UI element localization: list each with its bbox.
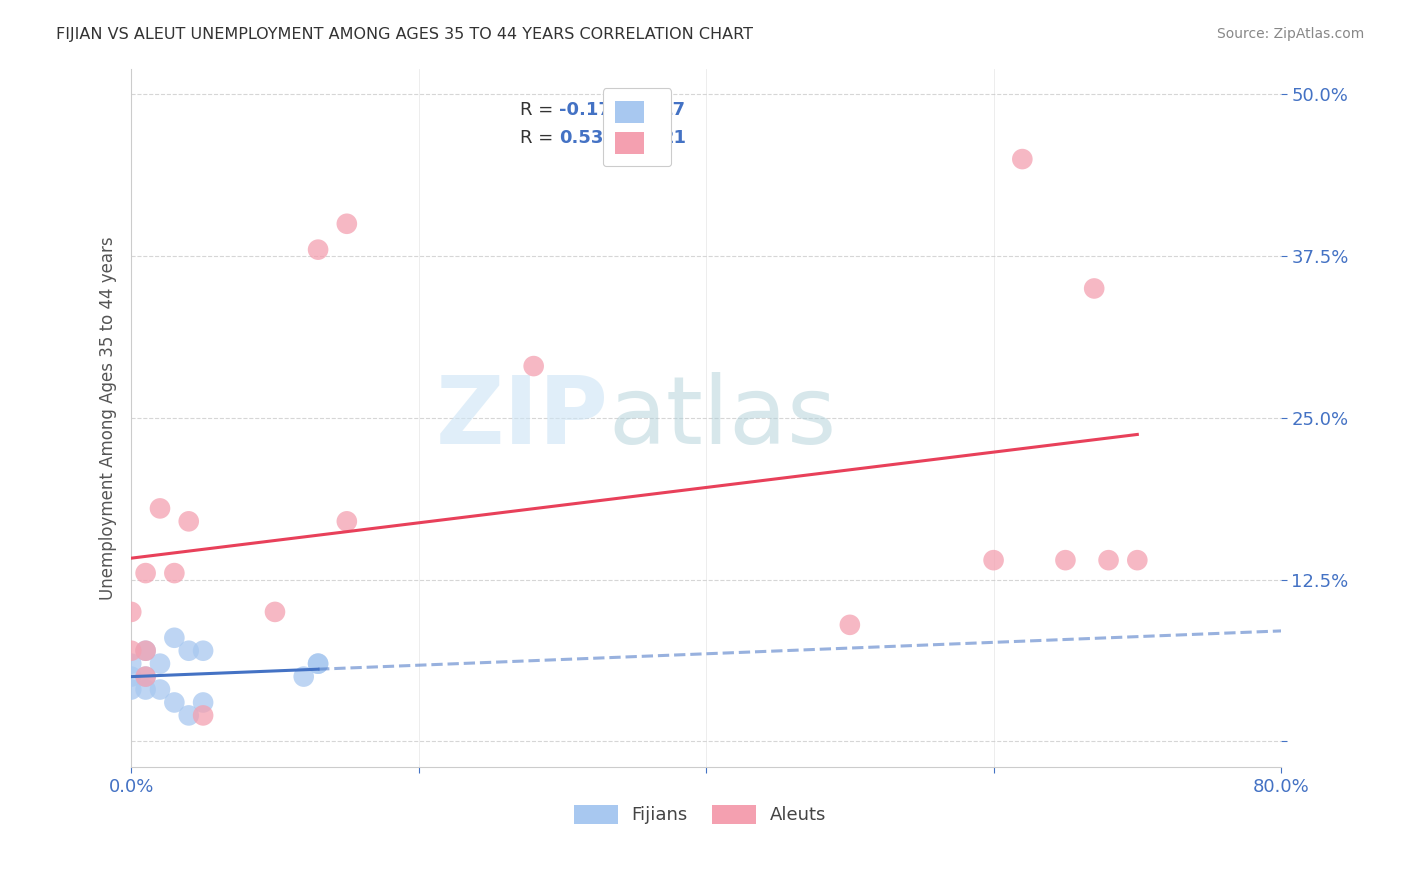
Point [1011,152,1033,166]
Text: N =: N = [626,129,665,147]
Point [1054,553,1077,567]
Point [163,696,186,710]
Text: R =: R = [520,102,558,120]
Text: ZIP: ZIP [436,372,609,464]
Point [120,657,142,671]
Point [135,682,157,697]
Point [120,605,142,619]
Point [149,501,172,516]
Point [336,217,359,231]
Point [177,514,200,528]
Point [120,670,142,684]
Text: Fijians: Fijians [631,805,688,823]
Point [163,566,186,580]
Text: atlas: atlas [609,372,837,464]
Point [135,670,157,684]
Point [523,359,546,373]
Point [135,670,157,684]
Point [838,617,860,632]
Legend: , : , [603,88,672,167]
Point [191,696,214,710]
Point [135,644,157,658]
Text: Source: ZipAtlas.com: Source: ZipAtlas.com [1216,27,1364,41]
Point [1083,281,1105,295]
Point [177,708,200,723]
Point [336,514,359,528]
Text: Aleuts: Aleuts [769,805,825,823]
Point [120,682,142,697]
Point [135,644,157,658]
Point [149,657,172,671]
Point [191,644,214,658]
FancyBboxPatch shape [574,805,617,824]
Point [1126,553,1149,567]
Text: R =: R = [520,129,558,147]
Point [177,644,200,658]
Point [163,631,186,645]
Text: N =: N = [626,102,665,120]
Point [191,708,214,723]
Point [264,605,287,619]
Point [120,644,142,658]
Point [135,566,157,580]
Text: 21: 21 [661,129,686,147]
Point [307,657,329,671]
Text: FIJIAN VS ALEUT UNEMPLOYMENT AMONG AGES 35 TO 44 YEARS CORRELATION CHART: FIJIAN VS ALEUT UNEMPLOYMENT AMONG AGES … [56,27,754,42]
FancyBboxPatch shape [711,805,755,824]
Y-axis label: Unemployment Among Ages 35 to 44 years: Unemployment Among Ages 35 to 44 years [100,236,117,599]
Point [1097,553,1119,567]
Point [149,682,172,697]
Point [983,553,1005,567]
Point [307,657,329,671]
Text: 17: 17 [661,102,686,120]
Text: 0.530: 0.530 [560,129,616,147]
Point [307,243,329,257]
Point [292,670,315,684]
Text: -0.173: -0.173 [560,102,623,120]
